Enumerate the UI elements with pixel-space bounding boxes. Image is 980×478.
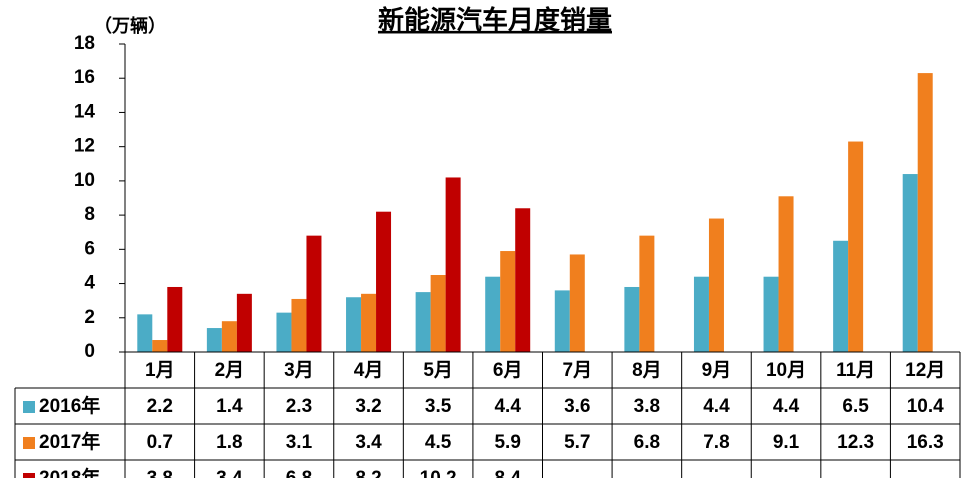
table-value: 4.4 xyxy=(773,396,800,417)
table-value: 3.8 xyxy=(634,396,660,417)
table-value: 6.8 xyxy=(634,432,660,453)
table-value: 3.4 xyxy=(355,432,382,453)
y-tick-label: 6 xyxy=(84,238,95,259)
bar xyxy=(346,297,362,352)
bar xyxy=(221,321,237,352)
bar xyxy=(376,211,392,352)
table-value: 2.3 xyxy=(286,396,312,417)
x-tick-label: 7月 xyxy=(563,360,593,381)
bar xyxy=(152,340,168,352)
table-value: 6.5 xyxy=(842,396,869,417)
table-value: 10.4 xyxy=(907,396,944,417)
table-value: 8.2 xyxy=(355,468,381,478)
y-tick-label: 14 xyxy=(74,101,96,122)
table-value: 2.2 xyxy=(147,396,173,417)
table-value: 3.6 xyxy=(564,396,590,417)
legend-swatch xyxy=(23,401,35,413)
y-tick-label: 16 xyxy=(74,67,95,88)
table-value: 0.7 xyxy=(147,432,173,453)
x-tick-label: 4月 xyxy=(354,360,384,381)
table-value: 1.8 xyxy=(216,432,242,453)
bar xyxy=(485,276,501,352)
table-value: 4.4 xyxy=(494,396,521,417)
bar xyxy=(276,312,292,352)
table-value: 3.2 xyxy=(355,396,381,417)
bar xyxy=(236,293,252,352)
bar xyxy=(708,218,724,352)
table-value: 3.8 xyxy=(147,468,173,478)
legend-label: 2016年 xyxy=(39,394,100,417)
x-tick-label: 10月 xyxy=(766,360,806,381)
legend-swatch xyxy=(23,473,35,478)
table-value: 4.5 xyxy=(425,432,452,453)
table-value: 12.3 xyxy=(837,432,874,453)
table-value: 16.3 xyxy=(907,432,944,453)
legend-label: 2017年 xyxy=(39,430,100,453)
bar xyxy=(917,73,933,352)
table-value: 3.5 xyxy=(425,396,452,417)
bar xyxy=(624,286,640,352)
table-value: 9.1 xyxy=(773,432,800,453)
bar xyxy=(763,276,779,352)
bar xyxy=(415,292,431,352)
x-tick-label: 1月 xyxy=(145,360,175,381)
y-tick-label: 8 xyxy=(84,204,95,225)
table-value: 10.2 xyxy=(420,468,457,478)
y-tick-label: 10 xyxy=(74,170,95,191)
bar xyxy=(500,251,516,352)
bar xyxy=(445,177,461,352)
y-tick-label: 18 xyxy=(74,33,95,54)
y-tick-label: 2 xyxy=(84,307,95,328)
table-value: 1.4 xyxy=(216,396,243,417)
legend-label: 2018年 xyxy=(39,466,100,478)
legend-swatch xyxy=(23,437,35,449)
table-value: 5.9 xyxy=(494,432,520,453)
x-tick-label: 8月 xyxy=(632,360,662,381)
bar xyxy=(833,240,849,352)
bar xyxy=(693,276,709,352)
x-tick-label: 9月 xyxy=(702,360,732,381)
y-tick-label: 0 xyxy=(84,341,95,362)
table-value: 4.4 xyxy=(703,396,730,417)
y-unit-label: （万辆） xyxy=(94,15,166,36)
x-tick-label: 2月 xyxy=(215,360,245,381)
bar xyxy=(902,174,918,352)
table-value: 7.8 xyxy=(703,432,729,453)
x-tick-label: 6月 xyxy=(493,360,523,381)
x-tick-label: 3月 xyxy=(284,360,314,381)
table-value: 5.7 xyxy=(564,432,590,453)
y-tick-label: 4 xyxy=(84,273,95,294)
bar xyxy=(848,141,864,352)
table-value: 8.4 xyxy=(494,468,521,478)
chart-title: 新能源汽车月度销量 xyxy=(378,5,612,35)
bar xyxy=(291,298,307,352)
bar xyxy=(306,235,322,352)
x-tick-label: 5月 xyxy=(423,360,453,381)
bar xyxy=(167,286,183,352)
bar xyxy=(515,208,531,352)
bar xyxy=(569,254,585,352)
bar xyxy=(554,290,570,352)
bar xyxy=(778,196,794,352)
y-tick-label: 12 xyxy=(74,136,95,157)
x-tick-label: 11月 xyxy=(836,360,875,381)
x-tick-label: 12月 xyxy=(905,360,945,381)
bar xyxy=(206,328,222,352)
bar xyxy=(137,314,153,352)
table-value: 6.8 xyxy=(286,468,312,478)
bar xyxy=(430,275,446,352)
bar xyxy=(361,293,377,352)
bar xyxy=(639,235,655,352)
table-value: 3.1 xyxy=(286,432,313,453)
table-value: 3.4 xyxy=(216,468,243,478)
